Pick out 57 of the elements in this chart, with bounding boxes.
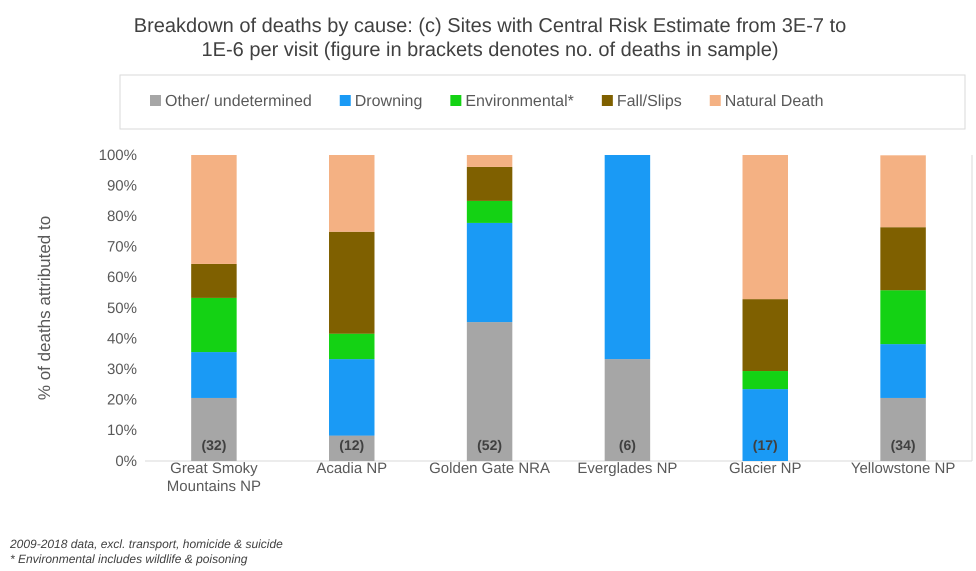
y-tick-label: 40% bbox=[106, 330, 137, 348]
y-tick-label: 50% bbox=[106, 300, 137, 317]
bar bbox=[329, 232, 374, 334]
bar bbox=[880, 344, 926, 398]
x-tick-label: Acadia NP bbox=[316, 460, 388, 477]
bar bbox=[880, 155, 926, 228]
y-tick-label: 10% bbox=[106, 422, 137, 440]
bar bbox=[880, 398, 926, 461]
x-tick-label: Golden Gate NRA bbox=[429, 460, 550, 477]
bar bbox=[604, 155, 650, 360]
bar bbox=[191, 398, 237, 461]
bar bbox=[466, 200, 512, 223]
text: * Environmental includes wildlife & poisoning bbox=[10, 552, 248, 566]
y-tick-label: 80% bbox=[106, 208, 137, 225]
legend-label: Drowning bbox=[354, 93, 422, 110]
bar bbox=[742, 155, 788, 300]
bar bbox=[742, 389, 788, 461]
bar bbox=[880, 290, 926, 344]
bar bbox=[466, 322, 512, 461]
x-tick-label: Yellowstone NP bbox=[850, 460, 956, 477]
bar bbox=[466, 155, 512, 167]
bar bbox=[191, 352, 237, 398]
y-tick-label: 60% bbox=[106, 269, 137, 286]
x-tick-label: Great Smoky Mountains NP bbox=[166, 460, 262, 495]
x-tick-label: Everglades NP bbox=[577, 460, 678, 477]
bar bbox=[604, 359, 650, 461]
bar bbox=[191, 298, 237, 352]
bar bbox=[880, 227, 926, 290]
legend-label: Other/ undetermined bbox=[165, 93, 312, 110]
annotation: (34) bbox=[890, 436, 916, 453]
y-tick-label: 100% bbox=[98, 146, 137, 164]
y-tick-label: 0% bbox=[115, 452, 137, 470]
y-tick-label: 20% bbox=[106, 392, 137, 409]
annotation: (12) bbox=[339, 436, 364, 453]
bar bbox=[191, 155, 237, 264]
legend-label: Fall/Slips bbox=[616, 93, 682, 110]
annotation: (6) bbox=[618, 436, 636, 453]
annotation: (32) bbox=[201, 436, 226, 453]
y-tick-label: 30% bbox=[106, 361, 137, 378]
text: 2009-2018 data, excl. transport, homicide & suicide bbox=[9, 537, 284, 551]
legend-label: Environmental* bbox=[465, 93, 574, 110]
bar bbox=[466, 222, 512, 322]
bar bbox=[742, 371, 788, 390]
bar bbox=[329, 359, 374, 436]
legend-label: Natural Death bbox=[724, 93, 824, 110]
annotation: (52) bbox=[477, 436, 502, 453]
annotation: (17) bbox=[752, 436, 778, 453]
y-tick-label: 70% bbox=[106, 238, 137, 256]
bar bbox=[329, 155, 374, 232]
y-axis-title: % of deaths attributed to bbox=[35, 216, 54, 400]
chart-title: Breakdown of deaths by cause: (c) Sites with Central Risk Estimate from 3E-7 to 1E-6 per visit (figure in brackets denotes no. of deaths in sample) bbox=[134, 15, 846, 61]
bar bbox=[466, 166, 512, 201]
x-tick-label: Glacier NP bbox=[728, 460, 802, 477]
bar bbox=[742, 299, 788, 372]
bar bbox=[329, 334, 374, 360]
bar bbox=[191, 264, 237, 298]
y-tick-label: 90% bbox=[106, 177, 137, 194]
